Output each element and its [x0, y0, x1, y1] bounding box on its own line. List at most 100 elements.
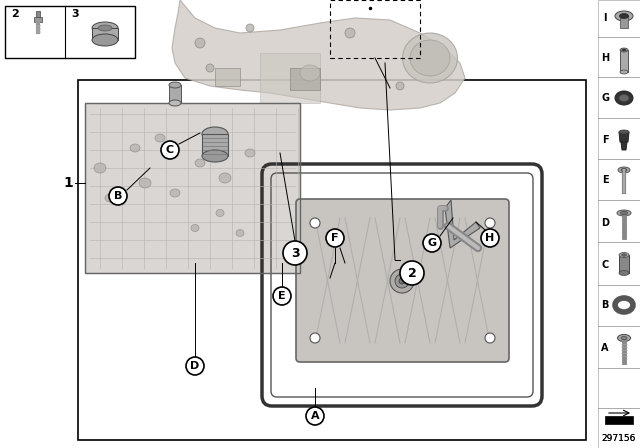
Bar: [34, 17, 42, 22]
Ellipse shape: [619, 271, 629, 276]
Text: A: A: [601, 343, 609, 353]
Bar: [620, 16, 628, 28]
Text: C: C: [602, 260, 609, 270]
Circle shape: [283, 241, 307, 265]
Ellipse shape: [617, 210, 631, 216]
Ellipse shape: [130, 144, 140, 152]
Circle shape: [485, 333, 495, 343]
Ellipse shape: [622, 49, 626, 51]
Ellipse shape: [245, 149, 255, 157]
Text: E: E: [602, 175, 608, 185]
Ellipse shape: [219, 173, 231, 183]
Bar: [619, 255, 629, 273]
Circle shape: [423, 234, 441, 252]
Circle shape: [306, 407, 324, 425]
Bar: [202, 134, 228, 156]
Circle shape: [310, 333, 320, 343]
Polygon shape: [172, 0, 465, 110]
Text: H: H: [601, 53, 609, 63]
Ellipse shape: [618, 167, 630, 173]
Circle shape: [396, 82, 404, 90]
Text: 1: 1: [63, 176, 73, 190]
Circle shape: [195, 38, 205, 48]
Ellipse shape: [615, 11, 633, 21]
Bar: [605, 416, 633, 424]
Ellipse shape: [621, 336, 627, 340]
Bar: [85, 103, 300, 273]
Text: G: G: [428, 238, 436, 248]
Text: 297156: 297156: [602, 434, 636, 443]
Circle shape: [109, 187, 127, 205]
Text: B: B: [602, 300, 609, 310]
Ellipse shape: [170, 189, 180, 197]
Bar: [598, 0, 640, 448]
Text: D: D: [190, 361, 200, 371]
Ellipse shape: [92, 22, 118, 34]
Ellipse shape: [195, 159, 205, 167]
Ellipse shape: [139, 178, 151, 188]
Ellipse shape: [216, 210, 224, 216]
Circle shape: [186, 357, 204, 375]
Circle shape: [345, 28, 355, 38]
Ellipse shape: [618, 335, 630, 341]
Ellipse shape: [621, 211, 627, 215]
Text: 3: 3: [291, 246, 300, 259]
Text: E: E: [278, 291, 286, 301]
Circle shape: [399, 278, 405, 284]
Circle shape: [206, 64, 214, 72]
Ellipse shape: [155, 134, 165, 142]
Bar: [215, 68, 240, 86]
Ellipse shape: [620, 302, 628, 307]
Text: 297156: 297156: [602, 434, 636, 443]
Circle shape: [485, 218, 495, 228]
Bar: [5, 6, 135, 58]
Ellipse shape: [169, 82, 181, 88]
Circle shape: [326, 229, 344, 247]
Bar: [36, 11, 40, 18]
Bar: [620, 50, 628, 72]
Ellipse shape: [619, 130, 629, 134]
Bar: [85, 103, 300, 273]
Ellipse shape: [105, 194, 115, 202]
Ellipse shape: [98, 25, 112, 31]
Ellipse shape: [615, 91, 633, 105]
Ellipse shape: [202, 150, 228, 162]
Polygon shape: [619, 132, 629, 142]
Ellipse shape: [621, 254, 627, 256]
Ellipse shape: [619, 253, 629, 258]
Bar: [78, 80, 586, 440]
Circle shape: [395, 274, 409, 288]
Text: H: H: [485, 233, 495, 243]
Ellipse shape: [620, 48, 628, 52]
Ellipse shape: [191, 224, 199, 232]
Text: C: C: [166, 145, 174, 155]
Ellipse shape: [619, 95, 629, 102]
Polygon shape: [445, 200, 480, 248]
Text: 2: 2: [408, 267, 417, 280]
Circle shape: [481, 229, 499, 247]
Ellipse shape: [169, 100, 181, 106]
Ellipse shape: [620, 70, 628, 74]
Circle shape: [273, 287, 291, 305]
Ellipse shape: [615, 298, 633, 312]
Polygon shape: [621, 142, 627, 150]
Bar: [290, 68, 320, 90]
Text: F: F: [332, 233, 339, 243]
Text: 2: 2: [11, 9, 19, 19]
Ellipse shape: [94, 163, 106, 173]
Text: 3: 3: [71, 9, 79, 19]
Bar: [169, 85, 181, 103]
FancyBboxPatch shape: [296, 199, 509, 362]
Ellipse shape: [236, 229, 244, 237]
Ellipse shape: [621, 168, 627, 172]
Ellipse shape: [410, 40, 450, 76]
Text: I: I: [604, 13, 607, 23]
Ellipse shape: [300, 65, 320, 81]
Ellipse shape: [620, 13, 628, 18]
Ellipse shape: [92, 34, 118, 46]
Text: D: D: [601, 218, 609, 228]
Circle shape: [246, 24, 254, 32]
Text: B: B: [114, 191, 122, 201]
Text: A: A: [310, 411, 319, 421]
Circle shape: [310, 218, 320, 228]
